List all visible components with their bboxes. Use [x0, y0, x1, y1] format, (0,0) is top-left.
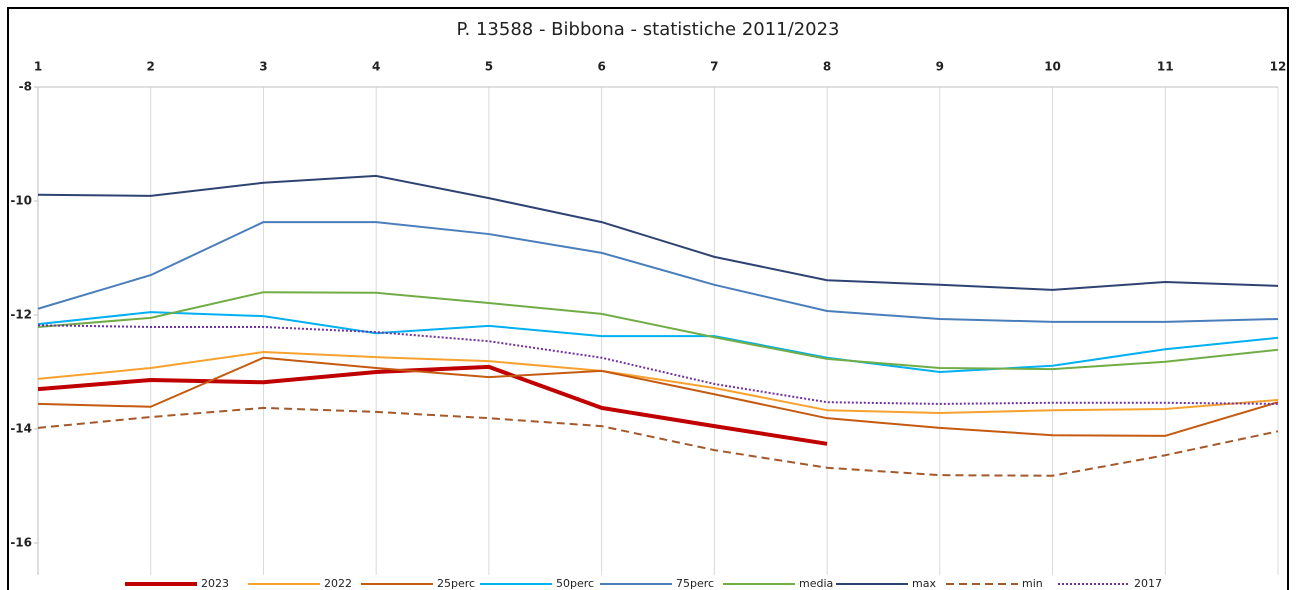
- x-tick-label: 1: [34, 60, 42, 74]
- x-tick-label: 9: [936, 60, 944, 74]
- x-tick-label: 10: [1044, 60, 1061, 74]
- legend-label: min: [1022, 577, 1043, 590]
- legend-label: max: [912, 577, 936, 590]
- x-tick-label: 7: [710, 60, 718, 74]
- chart-frame: [7, 7, 1289, 590]
- legend-label: 2022: [324, 577, 352, 590]
- x-tick-label: 12: [1270, 60, 1287, 74]
- legend-label: 25perc: [437, 577, 475, 590]
- y-tick-label: -12: [10, 308, 32, 322]
- legend-label: media: [799, 577, 833, 590]
- x-tick-label: 4: [372, 60, 380, 74]
- series-line: [37, 291, 1279, 371]
- x-tick-label: 2: [147, 60, 155, 74]
- y-tick-label: -10: [10, 194, 32, 208]
- legend-label: 50perc: [556, 577, 594, 590]
- x-tick-label: 5: [485, 60, 493, 74]
- series-line: [37, 351, 1279, 415]
- series-line: [37, 364, 828, 446]
- x-tick-label: 3: [259, 60, 267, 74]
- series-line: [37, 311, 1279, 373]
- y-tick-label: -16: [10, 536, 32, 550]
- x-tick-label: 6: [597, 60, 605, 74]
- series-line: [37, 174, 1279, 291]
- y-tick-label: -14: [10, 422, 32, 436]
- legend-label: 2017: [1134, 577, 1162, 590]
- chart-title: P. 13588 - Bibbona - statistiche 2011/20…: [456, 19, 839, 40]
- x-tick-label: 11: [1157, 60, 1174, 74]
- y-tick-label: -8: [19, 80, 32, 94]
- legend-label: 75perc: [676, 577, 714, 590]
- series-line: [37, 221, 1279, 323]
- x-tick-label: 8: [823, 60, 831, 74]
- legend-label: 2023: [201, 577, 229, 590]
- series-line: [37, 356, 1279, 437]
